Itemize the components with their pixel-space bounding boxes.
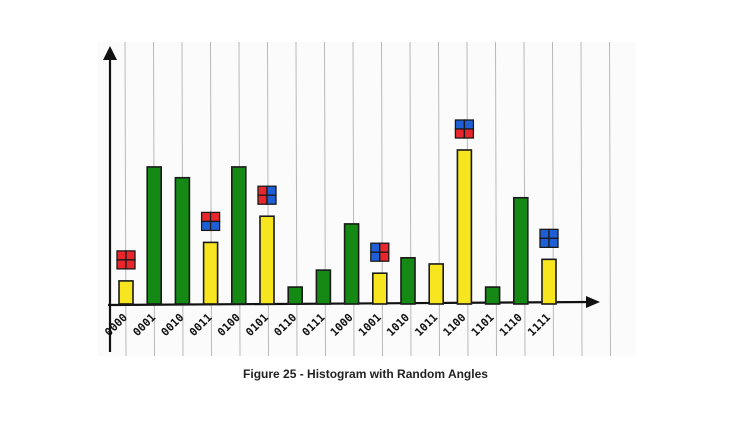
marker-cell [116, 250, 127, 261]
bar-0010 [174, 176, 191, 305]
marker-cell [379, 251, 390, 262]
marker-cell [370, 242, 381, 253]
marker-cell [200, 220, 212, 232]
marker-cell [125, 250, 136, 261]
bar-0001 [146, 166, 162, 305]
marker-cell [257, 185, 268, 196]
marker-cell [454, 128, 466, 139]
ruled-line [580, 41, 583, 357]
bars [118, 149, 557, 305]
bar-0011 [202, 241, 219, 305]
state-marker-0000 [116, 250, 136, 270]
state-marker-1100 [454, 119, 475, 139]
bar-1111 [541, 258, 557, 305]
marker-cell [539, 228, 550, 239]
bar-1011 [428, 263, 445, 305]
bar-1010 [400, 256, 416, 305]
x-axis-arrowhead [586, 296, 600, 308]
figure-caption: Figure 25 - Histogram with Random Angles [243, 367, 488, 381]
bar-1110 [512, 196, 529, 305]
marker-cell [116, 259, 127, 270]
bar-0000 [118, 280, 134, 305]
state-markers [116, 119, 559, 270]
state-marker-1111 [539, 228, 559, 248]
state-marker-1001 [370, 242, 390, 262]
marker-cell [379, 242, 390, 253]
bar-1001 [371, 272, 388, 305]
marker-cell [548, 237, 559, 248]
bar-1101 [484, 286, 501, 305]
y-axis-arrowhead [103, 46, 117, 60]
marker-cell [454, 119, 466, 130]
marker-cell [200, 211, 212, 223]
marker-cell [125, 259, 136, 270]
marker-cell [257, 194, 268, 205]
marker-cell [463, 128, 475, 139]
state-marker-0011 [200, 211, 221, 232]
marker-cell [266, 194, 277, 205]
marker-cell [209, 220, 221, 232]
bar-1000 [343, 223, 360, 305]
ruled-line [609, 41, 611, 357]
marker-cell [266, 185, 277, 196]
bar-0100 [231, 166, 247, 305]
marker-cell [209, 211, 221, 223]
bar-0111 [315, 269, 332, 305]
bar-0101 [259, 215, 275, 305]
marker-cell [463, 119, 475, 130]
marker-cell [539, 237, 550, 248]
state-marker-0101 [257, 185, 277, 205]
marker-cell [370, 251, 381, 262]
bar-0110 [287, 286, 304, 305]
bar-1100 [456, 149, 473, 305]
marker-cell [548, 228, 559, 239]
